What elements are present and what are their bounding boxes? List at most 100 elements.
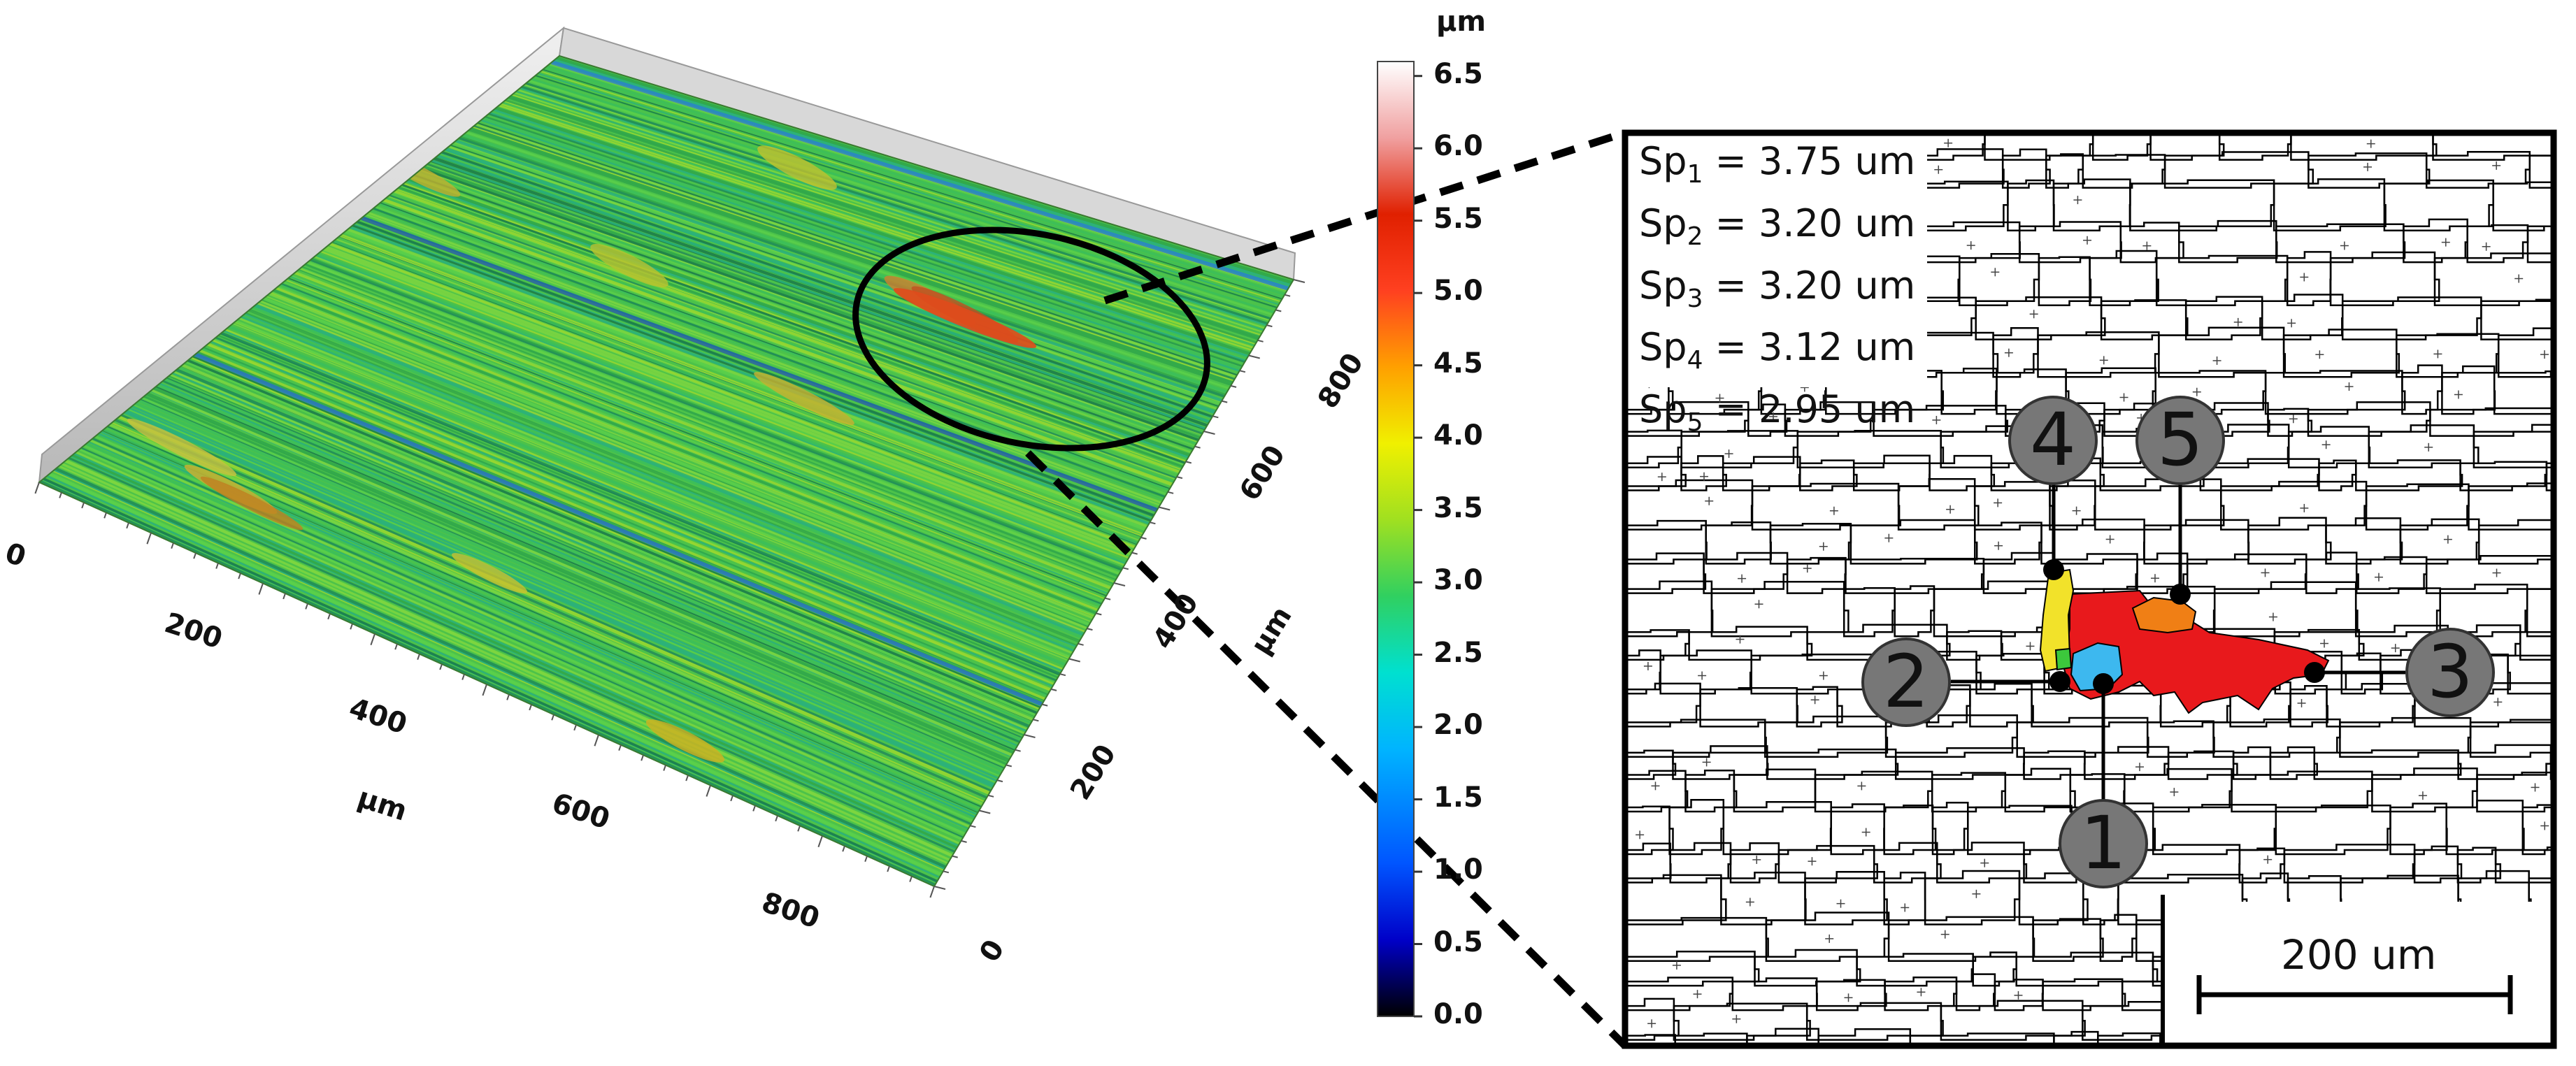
grain-cell xyxy=(1929,454,1996,491)
grain-cell xyxy=(2091,133,2152,161)
y-axis-tick xyxy=(1185,461,1192,464)
surface-groove xyxy=(538,73,1280,305)
x-axis-tick xyxy=(685,775,689,782)
surface-groove xyxy=(141,396,1006,768)
grain-cell xyxy=(1625,682,1701,728)
surface-groove xyxy=(420,169,1198,443)
surface-groove xyxy=(235,319,1071,658)
grain-cell xyxy=(2468,482,2554,531)
x-axis-tick xyxy=(126,522,129,529)
surface-groove xyxy=(380,202,1171,489)
grain-cell xyxy=(2425,554,2554,594)
surface-groove xyxy=(535,75,1278,308)
surface-groove xyxy=(322,249,1131,558)
surface-groove xyxy=(285,279,1105,600)
y-axis-tick xyxy=(1167,491,1174,494)
surface-groove xyxy=(557,57,1293,282)
surface-groove xyxy=(134,403,1001,777)
surface-groove xyxy=(548,64,1287,293)
y-axis-tick xyxy=(943,870,950,874)
surface-groove xyxy=(90,439,971,828)
surface-groove xyxy=(546,65,1285,296)
surface-groove xyxy=(220,331,1061,675)
x-axis-tick xyxy=(641,754,644,761)
surface-groove xyxy=(215,336,1057,682)
surface-groove xyxy=(203,347,1048,696)
x-axis-tick xyxy=(103,512,107,519)
surface-groove xyxy=(88,441,969,830)
x-axis-tick xyxy=(594,734,599,747)
grain-cell xyxy=(1955,973,1996,1011)
summit-dot-2 xyxy=(2049,671,2070,692)
surface-groove xyxy=(153,387,1015,754)
grain-cell xyxy=(2318,459,2357,491)
surface-groove xyxy=(254,304,1084,636)
grain-cell xyxy=(1959,253,2040,306)
surface-groove xyxy=(245,312,1078,647)
surface-groove xyxy=(299,268,1115,584)
surface-groove xyxy=(118,415,990,795)
surface-groove xyxy=(111,422,985,802)
y-axis-tick xyxy=(1059,673,1066,677)
grain-cell xyxy=(2042,978,2126,1011)
surface-groove xyxy=(40,480,936,886)
grain-cell xyxy=(1974,521,2042,565)
surface-groove xyxy=(418,170,1197,445)
surface-groove xyxy=(238,317,1073,654)
x-axis-tick xyxy=(59,492,62,498)
grain-cell xyxy=(2275,223,2406,264)
surface-groove xyxy=(224,329,1063,672)
surface-groove xyxy=(217,334,1059,679)
surface-groove xyxy=(306,261,1120,575)
y-axis-tick xyxy=(1203,431,1215,435)
grain-cell xyxy=(2283,843,2416,884)
grain-cell xyxy=(2267,408,2313,437)
surface-groove xyxy=(252,305,1083,639)
surface-groove xyxy=(501,102,1254,349)
x-axis-tick xyxy=(929,886,935,898)
surface-groove xyxy=(207,343,1052,691)
y-axis-tick xyxy=(1087,628,1093,631)
x-axis-tick xyxy=(327,613,331,620)
x-axis-tick xyxy=(394,643,398,650)
surface-groove xyxy=(173,370,1028,730)
y-axis-tick xyxy=(1159,506,1171,511)
surface-groove xyxy=(304,263,1119,577)
y-axis-tick xyxy=(1150,521,1156,525)
y-axis-tick xyxy=(1131,552,1138,555)
surface-bump xyxy=(452,553,527,593)
surface-groove xyxy=(502,101,1255,347)
surface-groove xyxy=(115,419,987,799)
surface-groove xyxy=(341,233,1143,535)
surface-groove xyxy=(403,182,1187,462)
surface-groove xyxy=(423,166,1201,439)
grain-cell xyxy=(2526,225,2554,264)
surface-groove xyxy=(514,92,1263,333)
grain-cell xyxy=(2053,1030,2099,1046)
surface-groove xyxy=(164,378,1022,742)
surface-groove xyxy=(299,267,1115,584)
surface-groove xyxy=(269,292,1094,619)
surface-groove xyxy=(291,275,1109,593)
surface-bump xyxy=(200,476,303,531)
surface-groove xyxy=(462,134,1227,394)
surface-groove xyxy=(475,122,1237,378)
surface-groove-deep xyxy=(194,352,1043,707)
surface-groove xyxy=(125,409,995,786)
connector-bottom xyxy=(1025,450,1628,1049)
surface-groove xyxy=(493,108,1249,357)
grain-cell xyxy=(2037,331,2160,378)
surface-groove xyxy=(147,392,1010,762)
grain-cell xyxy=(1984,133,2094,161)
grain-cell xyxy=(1766,748,1899,780)
surface-groove xyxy=(191,356,1040,710)
grain-cell xyxy=(2290,133,2438,161)
surface-groove xyxy=(181,363,1034,721)
surface-groove xyxy=(489,112,1246,361)
summit-dot-5 xyxy=(2170,584,2191,605)
surface-groove xyxy=(473,124,1236,380)
surface-groove xyxy=(540,71,1281,303)
y-axis-tick xyxy=(1096,612,1102,616)
surface-groove xyxy=(199,349,1046,700)
detail-panel xyxy=(1622,129,2557,1049)
